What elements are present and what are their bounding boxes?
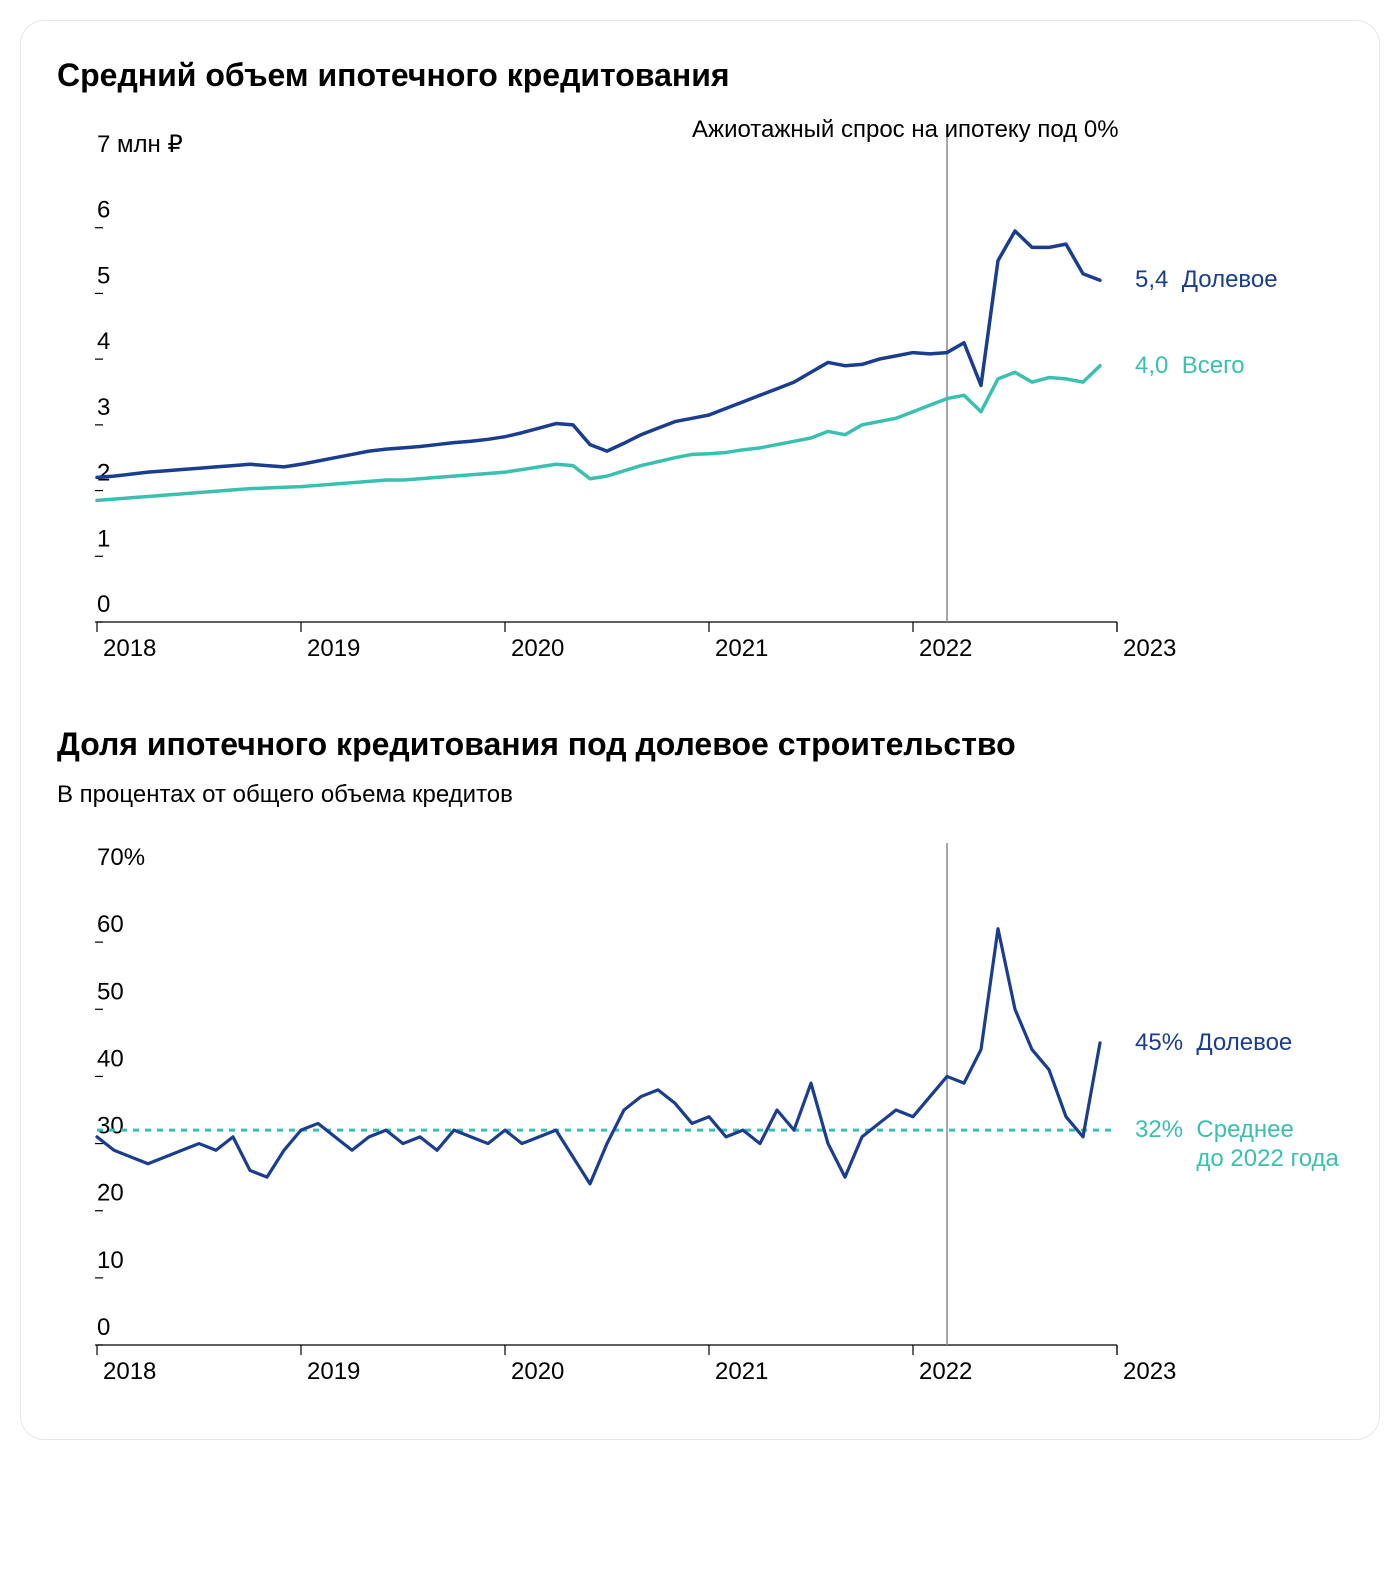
svg-text:2020: 2020 bbox=[511, 1358, 564, 1385]
svg-text:4: 4 bbox=[97, 328, 110, 355]
svg-text:2022: 2022 bbox=[919, 635, 972, 662]
svg-text:7 млн ₽: 7 млн ₽ bbox=[97, 131, 183, 158]
svg-text:40: 40 bbox=[97, 1045, 124, 1072]
chart1-annotation: Ажиотажный спрос на ипотеку под 0% bbox=[692, 116, 1119, 144]
svg-text:5: 5 bbox=[97, 262, 110, 289]
svg-text:1: 1 bbox=[97, 525, 110, 552]
svg-text:2: 2 bbox=[97, 460, 110, 487]
svg-text:2018: 2018 bbox=[103, 635, 156, 662]
svg-text:10: 10 bbox=[97, 1247, 124, 1274]
series-end-value: 5,4 bbox=[1135, 266, 1168, 293]
svg-text:30: 30 bbox=[97, 1113, 124, 1140]
series-end-value: 32% bbox=[1135, 1116, 1183, 1143]
svg-text:2023: 2023 bbox=[1123, 635, 1176, 662]
chart-card: Средний объем ипотечного кредитования Аж… bbox=[20, 20, 1380, 1440]
spacer bbox=[57, 672, 1343, 726]
svg-text:2022: 2022 bbox=[919, 1358, 972, 1385]
svg-text:0: 0 bbox=[97, 1314, 110, 1341]
chart2-title: Доля ипотечного кредитования под долевое… bbox=[57, 726, 1343, 763]
series-end-value: 45% bbox=[1135, 1029, 1183, 1056]
series-end-name-line2: до 2022 года bbox=[1196, 1145, 1338, 1172]
series-end-label: 5,4 Долевое bbox=[1135, 266, 1278, 295]
chart1-svg: 7 млн ₽ 0 1 2 3 4 5 6 2018 2019 2020 2021 2022 2023 bbox=[57, 112, 1345, 672]
svg-text:2019: 2019 bbox=[307, 635, 360, 662]
series-end-label: 45% Долевое bbox=[1135, 1029, 1292, 1058]
series-end-value: 4,0 bbox=[1135, 352, 1168, 379]
svg-text:60: 60 bbox=[97, 911, 124, 938]
series-end-label: 4,0 Всего bbox=[1135, 352, 1245, 381]
chart1-block: Средний объем ипотечного кредитования Аж… bbox=[57, 57, 1343, 672]
series-end-name: Долевое bbox=[1196, 1029, 1292, 1056]
svg-text:2018: 2018 bbox=[103, 1358, 156, 1385]
svg-text:2021: 2021 bbox=[715, 635, 768, 662]
svg-text:3: 3 bbox=[97, 394, 110, 421]
svg-text:20: 20 bbox=[97, 1180, 124, 1207]
chart2-svg-wrap: 70% 0 10 20 30 40 50 60 2018 2019 2020 2021 2022 2023… bbox=[57, 815, 1343, 1395]
chart1-title: Средний объем ипотечного кредитования bbox=[57, 57, 1343, 94]
chart2-block: Доля ипотечного кредитования под долевое… bbox=[57, 726, 1343, 1395]
svg-text:2020: 2020 bbox=[511, 635, 564, 662]
series-end-name: Всего bbox=[1182, 352, 1245, 379]
svg-text:70%: 70% bbox=[97, 844, 145, 871]
svg-text:50: 50 bbox=[97, 978, 124, 1005]
chart2-subtitle: В процентах от общего объема кредитов bbox=[57, 781, 1343, 809]
series-end-name: Долевое bbox=[1182, 266, 1278, 293]
chart1-svg-wrap: Ажиотажный спрос на ипотеку под 0% 7 млн… bbox=[57, 112, 1343, 672]
chart2-svg: 70% 0 10 20 30 40 50 60 2018 2019 2020 2021 2022 2023 bbox=[57, 815, 1345, 1395]
svg-text:2023: 2023 bbox=[1123, 1358, 1176, 1385]
svg-text:6: 6 bbox=[97, 197, 110, 224]
series-end-name: Среднее bbox=[1196, 1116, 1293, 1143]
svg-text:2021: 2021 bbox=[715, 1358, 768, 1385]
svg-text:2019: 2019 bbox=[307, 1358, 360, 1385]
svg-text:0: 0 bbox=[97, 591, 110, 618]
series-end-label: 32% Среднее32% до 2022 года bbox=[1135, 1116, 1339, 1174]
